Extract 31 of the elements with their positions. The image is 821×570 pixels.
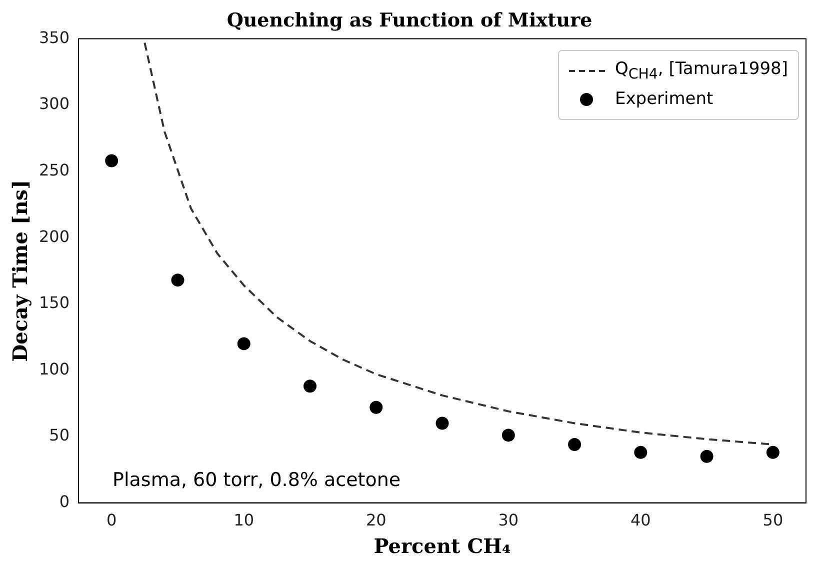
point bbox=[700, 450, 714, 463]
point bbox=[766, 446, 780, 459]
x-axis-title: Percent CH₄ bbox=[374, 534, 511, 558]
x-tick-label: 40 bbox=[630, 510, 651, 530]
x-tick-label: 50 bbox=[762, 510, 784, 530]
annotation: Plasma, 60 torr, 0.8% acetone bbox=[112, 469, 401, 492]
x-tick-label: 30 bbox=[498, 510, 519, 530]
point bbox=[105, 154, 118, 168]
point bbox=[568, 438, 582, 451]
y-tick-label: 250 bbox=[38, 160, 70, 180]
y-tick-label: 0 bbox=[59, 492, 70, 511]
point bbox=[304, 380, 317, 393]
legend-label: Q$_{CH4}$, [Tamura1998] bbox=[614, 59, 788, 83]
y-tick-label: 100 bbox=[38, 359, 70, 378]
y-tick-label: 150 bbox=[38, 293, 70, 312]
y-tick-label: 300 bbox=[38, 94, 70, 114]
point bbox=[502, 428, 515, 442]
point bbox=[634, 446, 648, 459]
y-axis-title: Decay Time [ns] bbox=[8, 180, 32, 362]
x-tick-label: 20 bbox=[366, 510, 386, 530]
point bbox=[171, 274, 184, 287]
x-tick-label: 0 bbox=[106, 510, 117, 530]
chart-title: Quenching as Function of Mixture bbox=[226, 9, 592, 32]
legend-label: Experiment bbox=[614, 89, 714, 109]
y-tick-label: 350 bbox=[38, 28, 70, 47]
point bbox=[370, 400, 383, 414]
x-tick-label: 10 bbox=[234, 510, 254, 530]
point bbox=[436, 416, 449, 430]
y-tick-label: 200 bbox=[38, 226, 70, 246]
y-tick-label: 50 bbox=[49, 426, 70, 445]
point bbox=[237, 337, 250, 350]
